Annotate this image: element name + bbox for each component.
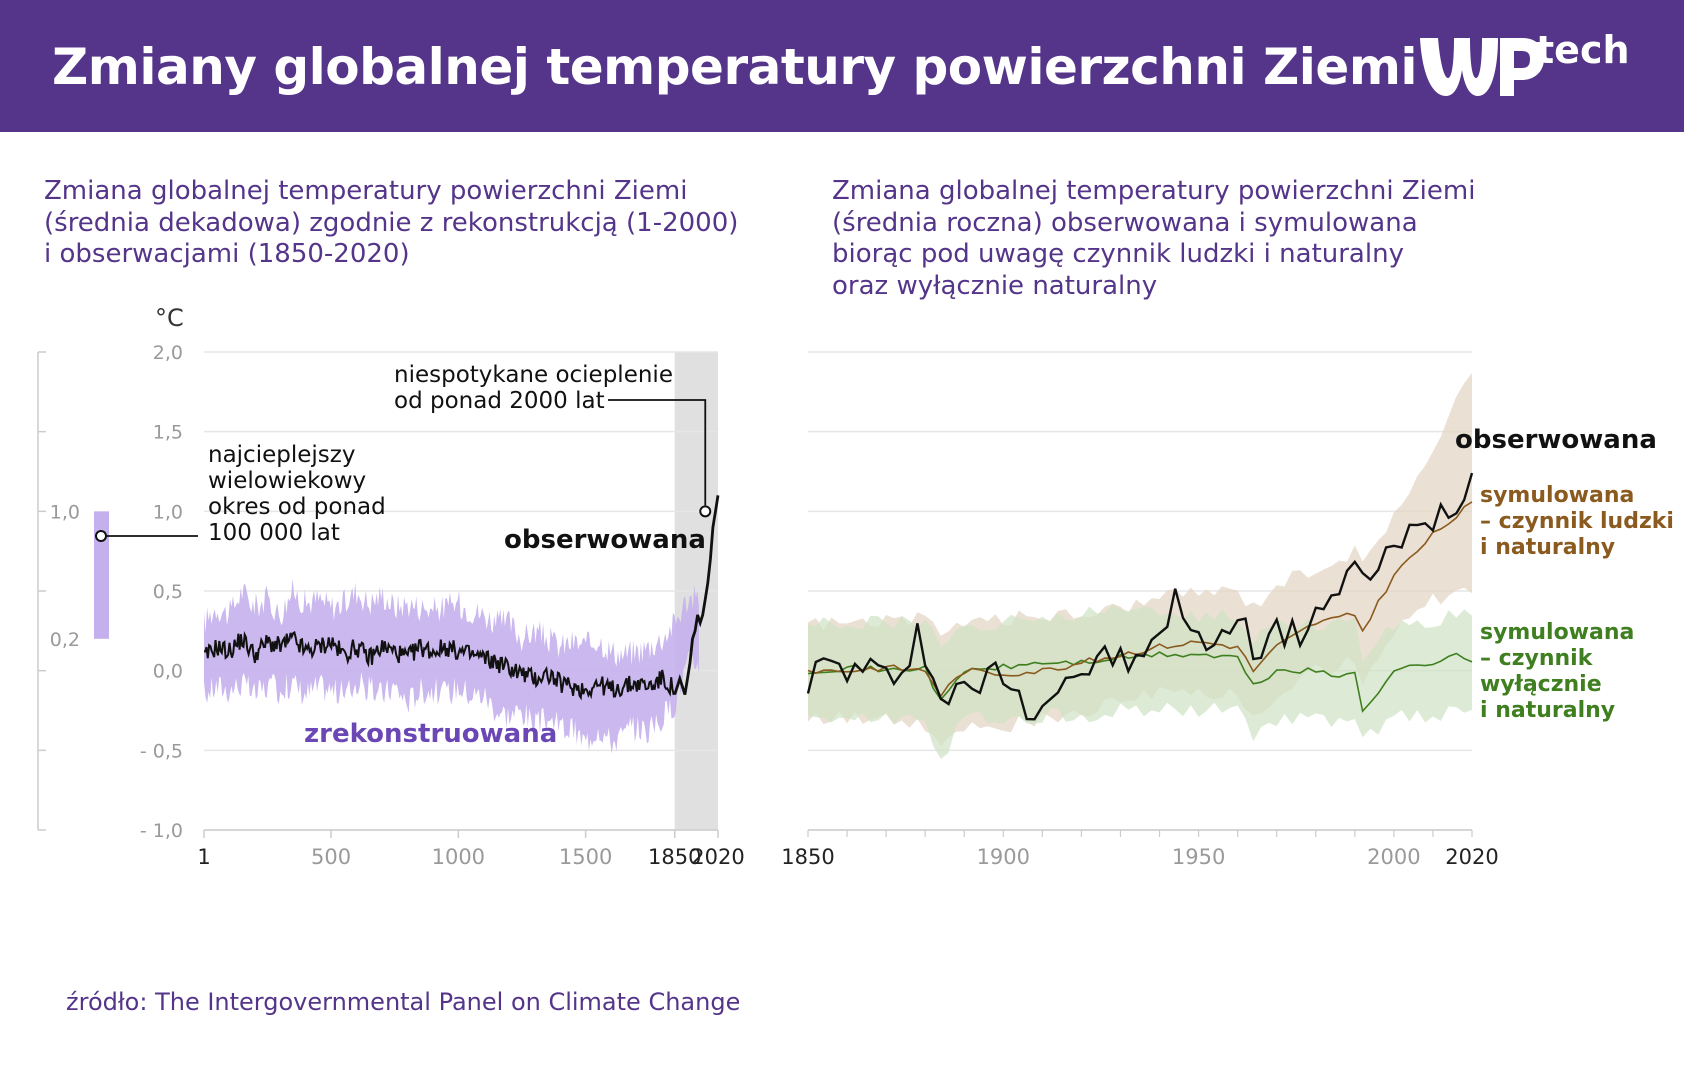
human-natural-label-line: symulowana	[1480, 483, 1634, 508]
human-natural-line	[807, 501, 1473, 698]
y-tick-label: 1,0	[153, 501, 183, 523]
y-tick-label: 0,0	[153, 661, 183, 683]
left-chart-subtitle: Zmiana globalnej temperatury powierzchni…	[44, 176, 738, 271]
warmest-period-bar	[94, 511, 109, 639]
natural-only-label-line: symulowana	[1480, 620, 1634, 645]
wp-logo	[1420, 38, 1544, 96]
natural-only-band	[808, 604, 1472, 759]
y-unit-label: °C	[155, 304, 184, 332]
y-tick-label: 2,0	[153, 342, 183, 364]
annotation-text-line: od ponad 2000 lat	[394, 388, 605, 414]
x-tick-label: 1500	[559, 845, 612, 869]
y-tick-label: - 1,0	[140, 820, 183, 842]
human-natural-label-line: i naturalny	[1480, 535, 1615, 560]
warmest-period-text-line: wielowiekowy	[208, 468, 366, 494]
x-tick-label: 1850	[648, 845, 701, 869]
reconstructed-label: zrekonstruowana	[304, 719, 557, 749]
source-note: źródło: The Intergovernmental Panel on C…	[66, 988, 741, 1016]
warmest-period-text-line: najcieplejszy	[208, 442, 355, 468]
subtitle-line: (średnia dekadowa) zgodnie z rekonstrukc…	[44, 207, 739, 238]
observed-label-left: obserwowana	[504, 525, 706, 555]
subtitle-line: biorąc pod uwagę czynnik ludzki i natura…	[832, 239, 1404, 269]
subtitle-line: Zmiana globalnej temperatury powierzchni…	[832, 176, 1476, 206]
subtitle-line: i obserwacjami (1850-2020)	[44, 239, 410, 269]
x-tick-label: 1850	[781, 845, 834, 869]
observed-line-left	[673, 495, 720, 696]
x-tick-label: 1950	[1172, 845, 1225, 869]
x-tick-label: 2020	[691, 845, 744, 869]
page-title: Zmiany globalnej temperatury powierzchni…	[52, 38, 1418, 96]
x-tick-label: 1	[197, 845, 210, 869]
warmest-period-marker	[95, 530, 107, 542]
y-tick-label: 1,5	[153, 422, 183, 444]
y-tick-label: 0,5	[153, 581, 183, 603]
x-tick-label: 2020	[1445, 845, 1498, 869]
x-tick-label: 2000	[1367, 845, 1420, 869]
reconstructed-band	[204, 578, 699, 754]
annotation-marker	[699, 505, 712, 518]
natural-only-label-line: i naturalny	[1480, 698, 1615, 723]
human-natural-label-line: – czynnik ludzki	[1480, 509, 1674, 534]
x-tick-label: 1900	[977, 845, 1030, 869]
warmest-period-text-line: 100 000 lat	[208, 520, 340, 546]
x-tick-label: 1000	[432, 845, 485, 869]
annotation-leader-line	[608, 399, 707, 506]
subtitle-line: oraz wyłącznie naturalny	[832, 270, 1158, 301]
warmest-period-text-line: okres od ponad	[208, 494, 386, 520]
y-tick-label: - 0,5	[140, 740, 183, 762]
side-scale-label: 1,0	[50, 501, 80, 523]
x-tick-label: 500	[311, 845, 351, 869]
subtitle-line: Zmiana globalnej temperatury powierzchni…	[44, 176, 688, 206]
observed-label-right: obserwowana	[1455, 425, 1657, 455]
natural-only-label-line: wyłącznie	[1480, 672, 1602, 697]
right-chart-subtitle: Zmiana globalnej temperatury powierzchni…	[832, 176, 1475, 302]
annotation-text-line: niespotykane ocieplenie	[394, 362, 673, 388]
header-bar: Zmiany globalnej temperatury powierzchni…	[0, 0, 1684, 132]
natural-only-label-line: – czynnik	[1480, 646, 1594, 671]
observed-line-right	[806, 472, 1474, 721]
subtitle-line: (średnia roczna) obserwowana i symulowan…	[832, 207, 1418, 238]
logo-text: tech	[1536, 28, 1630, 72]
reconstructed-mean-line	[203, 630, 675, 701]
side-scale-label: 0,2	[50, 629, 80, 651]
